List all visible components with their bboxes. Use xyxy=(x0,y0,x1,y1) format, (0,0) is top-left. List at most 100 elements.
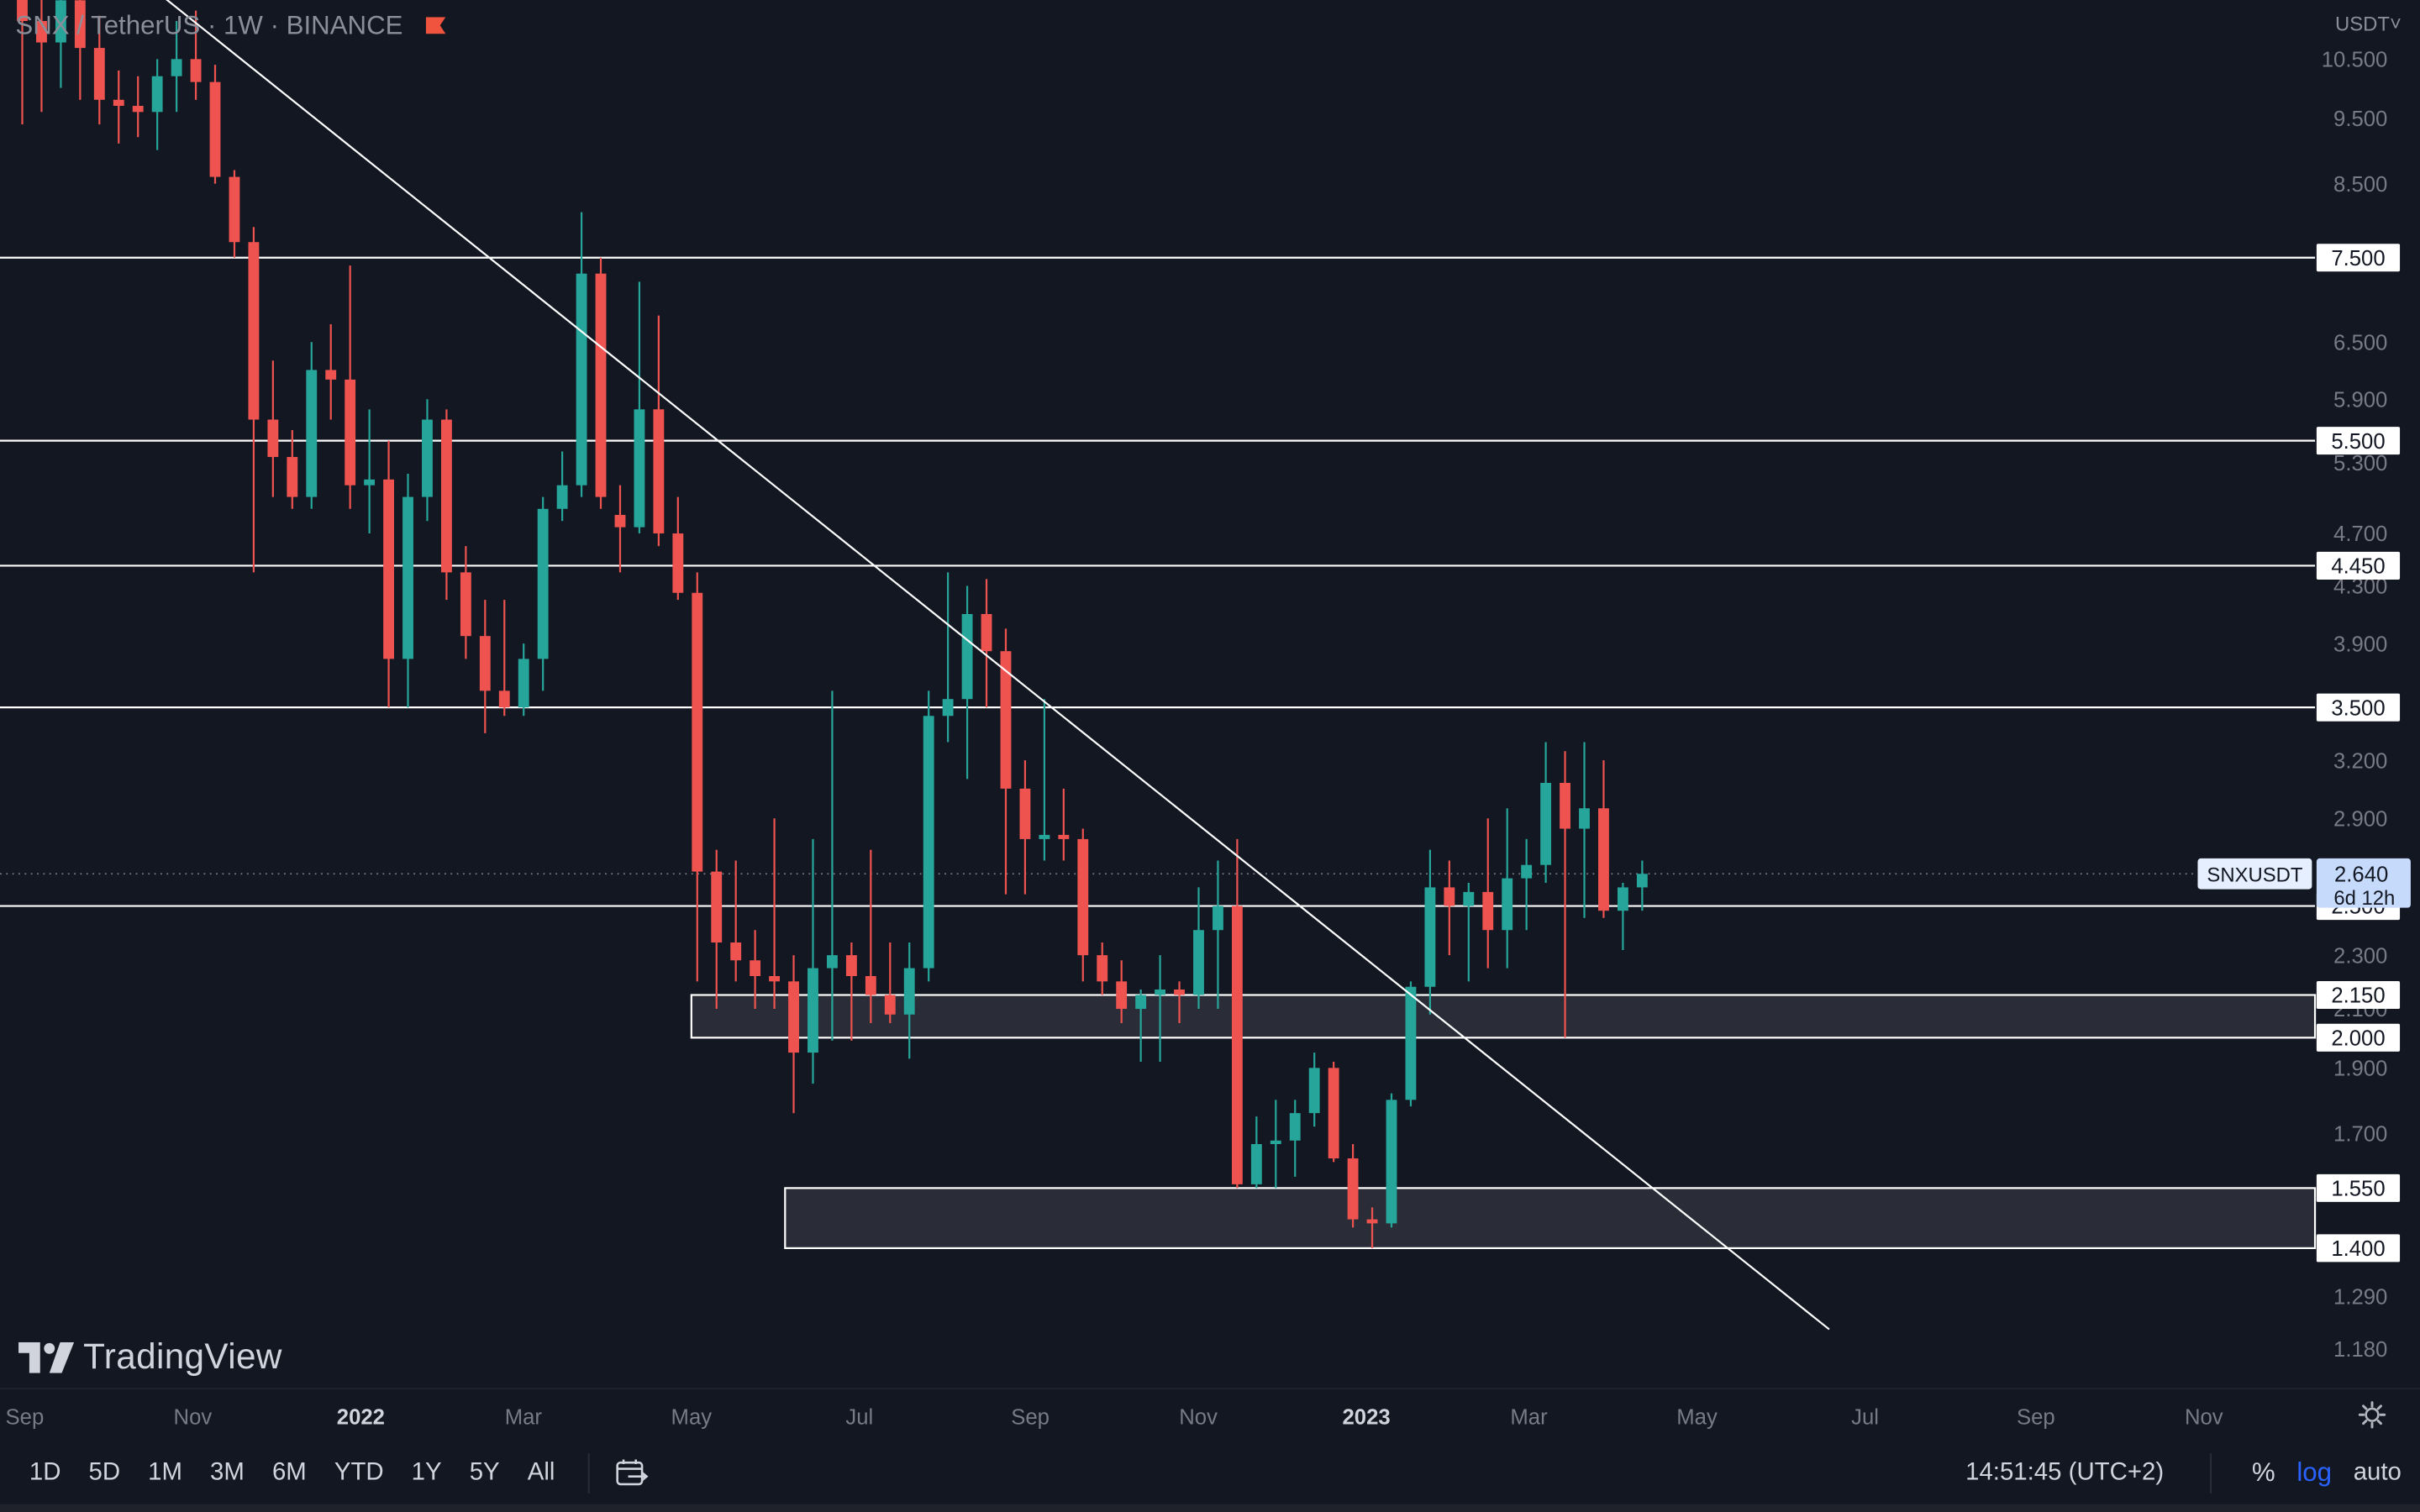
level-tag: 4.450 xyxy=(2331,555,2385,579)
time-tick-label: Mar xyxy=(505,1405,543,1429)
candle-up xyxy=(306,342,318,509)
candle-down xyxy=(769,818,781,1010)
candle-down xyxy=(1174,981,1185,1023)
price-tick-label: 2.900 xyxy=(2333,807,2387,831)
price-tick-label: 10.500 xyxy=(2322,49,2388,72)
candle-body xyxy=(190,59,202,82)
time-tick-label: 2022 xyxy=(337,1405,385,1429)
range-button-1m[interactable]: 1M xyxy=(148,1459,182,1486)
candle-up xyxy=(518,643,529,717)
calendar-goto-icon[interactable] xyxy=(613,1458,648,1489)
price-tick-label: 5.900 xyxy=(2333,388,2387,412)
range-button-6m[interactable]: 6M xyxy=(271,1459,307,1486)
candle-down xyxy=(36,0,47,113)
candle-body xyxy=(1636,874,1648,888)
range-button-1d[interactable]: 1D xyxy=(29,1459,61,1486)
candle-body xyxy=(113,99,124,107)
candle-down xyxy=(1560,751,1570,1038)
flag-icon[interactable] xyxy=(425,17,446,34)
candle-up xyxy=(1521,838,1533,931)
symbol-exchange: BINANCE xyxy=(286,10,403,40)
candle-up xyxy=(1405,981,1417,1107)
log-scale-toggle[interactable]: log xyxy=(2296,1457,2332,1488)
level-tag-bg xyxy=(2316,244,2401,272)
candle-down xyxy=(614,485,626,573)
last-price-label: 2.640 xyxy=(2334,863,2388,886)
zone-bottom-tag: 1.400 xyxy=(2331,1237,2385,1261)
time-tick-label: May xyxy=(1676,1405,1718,1429)
candle-body xyxy=(1386,1100,1397,1224)
candle-down xyxy=(692,572,703,982)
candle-down xyxy=(788,955,799,1114)
range-button-1y[interactable]: 1Y xyxy=(411,1459,442,1486)
candle-down xyxy=(267,360,279,497)
candle-body xyxy=(730,942,742,961)
tradingview-logo[interactable]: TradingView xyxy=(18,1336,282,1378)
candle-down xyxy=(113,70,124,144)
candle-up xyxy=(422,399,433,522)
time-tick-label: Jul xyxy=(845,1405,873,1429)
candle-up xyxy=(1135,989,1147,1062)
window-bottom-strip xyxy=(0,1504,2420,1512)
price-tick-label: 1.180 xyxy=(2333,1338,2387,1362)
candle-body xyxy=(923,716,934,969)
candle-up xyxy=(1039,699,1050,861)
candle-body xyxy=(653,409,665,534)
clock-timezone[interactable]: 14:51:45 (UTC+2) xyxy=(1965,1459,2165,1486)
candle-body xyxy=(498,690,510,708)
tradingview-wordmark: TradingView xyxy=(83,1336,282,1377)
candle-up xyxy=(827,690,838,1041)
symbol-tag-bg xyxy=(2197,858,2312,890)
candle-body xyxy=(1000,651,1012,789)
candle-body xyxy=(132,106,144,113)
candle-body xyxy=(614,514,626,528)
range-button-all[interactable]: All xyxy=(527,1459,555,1486)
level-tag: 3.500 xyxy=(2331,696,2385,720)
price-tick-label: 4.700 xyxy=(2333,522,2387,546)
price-tick-label: 3.200 xyxy=(2333,749,2387,773)
candle-up xyxy=(808,838,818,1084)
candle-body xyxy=(364,479,376,486)
candle-down xyxy=(498,600,510,717)
candle-body xyxy=(345,379,356,486)
gear-icon[interactable] xyxy=(2358,1401,2386,1429)
candle-body xyxy=(1231,906,1243,1184)
candle-body xyxy=(1116,981,1128,1010)
range-button-5d[interactable]: 5D xyxy=(88,1459,121,1486)
candle-up xyxy=(923,690,934,982)
descending-trendline xyxy=(166,0,1830,1331)
candle-down xyxy=(345,265,356,509)
symbol-header[interactable]: SNX / TetherUS · 1W · BINANCE xyxy=(15,10,446,42)
candle-body xyxy=(769,975,781,982)
zone-top-tag-bg xyxy=(2316,980,2401,1010)
percent-scale-toggle[interactable]: % xyxy=(2251,1457,2275,1488)
range-button-5y[interactable]: 5Y xyxy=(469,1459,500,1486)
candle-up xyxy=(402,474,413,708)
time-tick-label: May xyxy=(671,1405,713,1429)
candle-body xyxy=(1308,1068,1320,1114)
candle-up xyxy=(364,409,376,534)
candle-body xyxy=(1598,808,1609,911)
candle-down xyxy=(653,315,665,547)
candle-body xyxy=(229,176,240,243)
candle-body xyxy=(1097,955,1108,982)
candle-body xyxy=(1270,1140,1281,1144)
price-tick-label: 9.500 xyxy=(2333,108,2387,131)
chevron-down-icon: ˅ xyxy=(2389,12,2402,36)
candle-body xyxy=(1444,887,1455,906)
range-button-3m[interactable]: 3M xyxy=(210,1459,245,1486)
range-button-ytd[interactable]: YTD xyxy=(334,1459,384,1486)
candle-down xyxy=(1347,1143,1359,1228)
candle-up xyxy=(1289,1100,1301,1177)
candle-body xyxy=(711,871,723,943)
price-tick-label: 5.300 xyxy=(2333,452,2387,475)
candle-body xyxy=(903,968,915,1015)
last-price-tag-bg xyxy=(2316,858,2411,908)
currency-selector[interactable]: USDT˅ xyxy=(2335,13,2402,36)
auto-scale-toggle[interactable]: auto xyxy=(2353,1459,2402,1486)
candle-up xyxy=(1540,742,1552,883)
candle-down xyxy=(1598,760,1609,918)
candle-up xyxy=(1463,882,1475,982)
